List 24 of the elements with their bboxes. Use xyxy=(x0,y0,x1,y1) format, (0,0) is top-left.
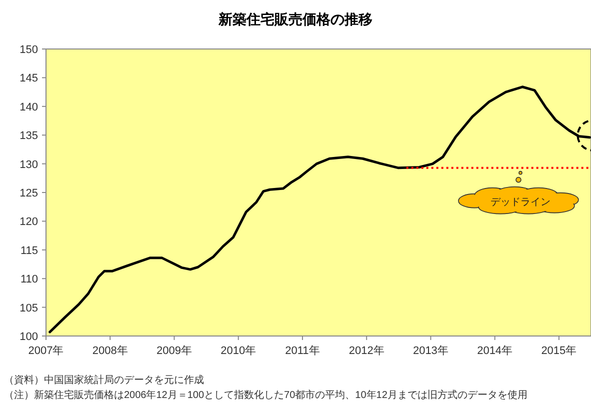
y-tick-label: 100 xyxy=(20,331,38,343)
x-tick-label: 2013年 xyxy=(412,345,448,357)
y-tick-label: 120 xyxy=(20,216,38,228)
x-tick-label: 2012年 xyxy=(348,345,384,357)
x-tick-label: 2010年 xyxy=(220,345,256,357)
text: （注）新築住宅販売価格は2006年12月＝100として指数化した70都市の平均、10年12月までは旧方式のデータを使用 xyxy=(4,389,528,401)
y-tick-label: 110 xyxy=(20,274,38,286)
x-tick-label: 2007年 xyxy=(28,345,64,357)
y-tick-label: 135 xyxy=(20,130,38,142)
text: （資料）中国国家統計局のデータを元に作成 xyxy=(4,374,204,386)
y-tick-label: 125 xyxy=(20,188,38,200)
y-tick-label: 140 xyxy=(20,101,38,114)
y-tick-label: 105 xyxy=(20,302,38,314)
y-tick-label: 130 xyxy=(20,158,38,171)
x-tick-label: 2015年 xyxy=(541,345,577,357)
x-tick-label: 2014年 xyxy=(477,345,513,357)
y-tick-label: 115 xyxy=(20,244,38,257)
chart-title: 新築住宅販売価格の推移 xyxy=(218,11,372,27)
annotation: デッドライン xyxy=(490,196,550,208)
y-tick-label: 145 xyxy=(20,72,38,85)
y-tick-label: 150 xyxy=(20,44,38,56)
x-tick-label: 2011年 xyxy=(285,345,320,357)
x-tick-label: 2009年 xyxy=(156,345,192,357)
x-tick-label: 2008年 xyxy=(92,345,128,357)
